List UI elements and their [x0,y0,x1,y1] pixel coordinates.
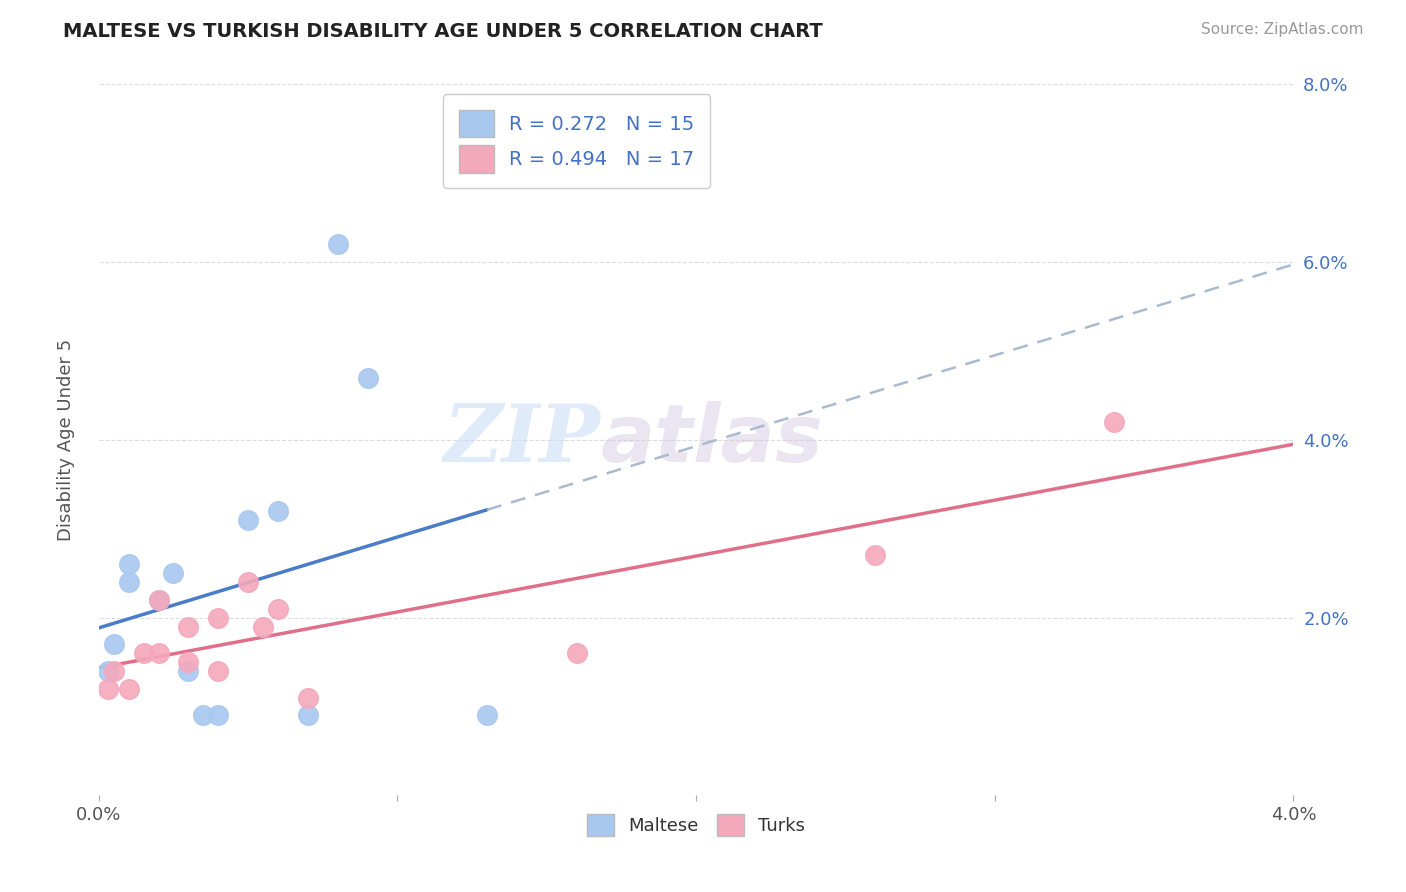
Point [207,610,229,624]
Point [97,681,120,696]
Point [148,593,170,607]
Point [118,575,141,590]
Point [148,593,170,607]
Legend: Maltese, Turks: Maltese, Turks [579,806,813,843]
Point [356,370,378,384]
Point [162,566,184,581]
Text: Source: ZipAtlas.com: Source: ZipAtlas.com [1201,22,1364,37]
Point [865,549,887,563]
Point [236,513,259,527]
Point [97,664,120,678]
Point [118,558,141,572]
Y-axis label: Disability Age Under 5: Disability Age Under 5 [58,339,75,541]
Point [236,575,259,590]
Text: ZIP: ZIP [444,401,600,479]
Point [118,681,141,696]
Point [267,504,290,518]
Point [177,655,200,669]
Point [103,664,125,678]
Point [475,708,498,723]
Point [1104,415,1126,429]
Point [326,237,349,252]
Point [132,646,155,660]
Point [177,619,200,633]
Point [103,637,125,651]
Point [207,664,229,678]
Point [193,708,215,723]
Text: atlas: atlas [600,401,824,479]
Text: MALTESE VS TURKISH DISABILITY AGE UNDER 5 CORRELATION CHART: MALTESE VS TURKISH DISABILITY AGE UNDER … [63,22,823,41]
Point [252,619,274,633]
Point [297,708,319,723]
Point [177,664,200,678]
Point [297,690,319,705]
Point [207,708,229,723]
Point [148,646,170,660]
Point [565,646,588,660]
Point [267,601,290,615]
